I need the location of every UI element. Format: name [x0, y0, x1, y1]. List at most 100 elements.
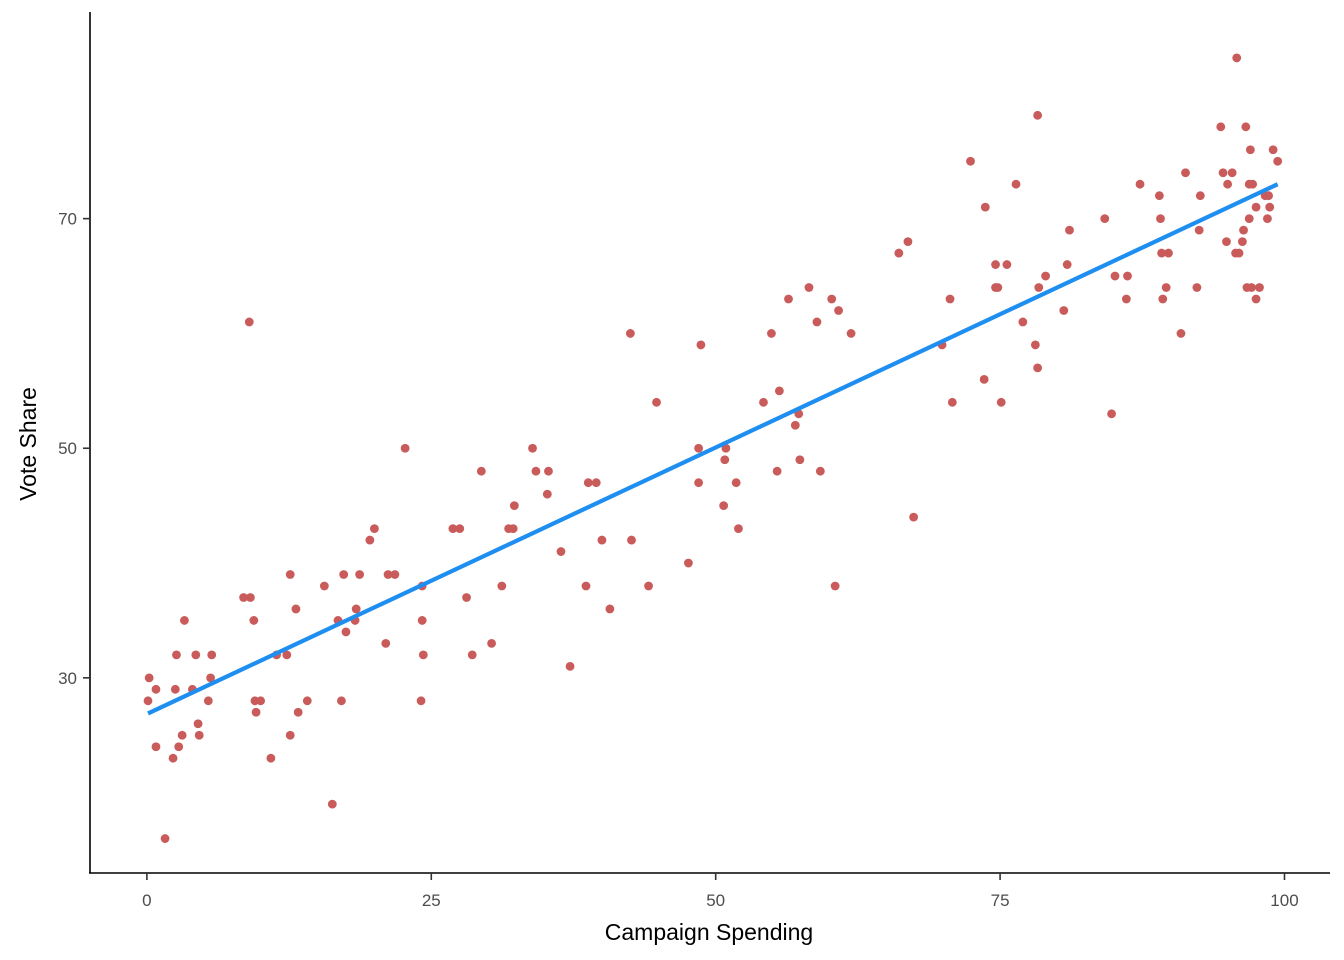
data-point	[734, 524, 743, 533]
data-point	[591, 478, 601, 488]
y-axis-ticks: 30 50 70	[58, 210, 90, 688]
data-point	[1062, 260, 1072, 269]
x-axis-title: Campaign Spending	[605, 919, 813, 945]
data-point	[834, 306, 843, 315]
data-point	[1222, 237, 1231, 247]
data-point	[282, 650, 292, 660]
data-point	[244, 317, 254, 327]
data-point	[417, 616, 427, 625]
data-point	[418, 650, 428, 660]
data-point	[1216, 122, 1226, 132]
x-axis-ticks: 0 25 50 75 100	[142, 873, 1299, 910]
data-point	[365, 535, 375, 545]
data-point	[170, 684, 180, 694]
data-point	[1263, 214, 1272, 224]
data-point	[1273, 156, 1283, 166]
y-tick-label: 50	[58, 439, 77, 458]
data-point	[455, 524, 465, 533]
data-point	[1154, 191, 1164, 201]
data-point	[784, 294, 793, 304]
data-point	[1244, 214, 1254, 224]
data-point	[302, 696, 312, 706]
data-point	[1123, 271, 1132, 281]
data-point	[174, 742, 184, 752]
data-point	[1158, 294, 1168, 304]
data-point	[151, 684, 161, 694]
data-point	[1227, 168, 1237, 178]
data-point	[1195, 191, 1205, 201]
data-point	[979, 374, 989, 384]
data-point	[846, 329, 856, 338]
data-point	[383, 570, 393, 579]
data-point	[249, 616, 259, 625]
data-point	[1033, 110, 1043, 120]
data-point	[1002, 260, 1012, 269]
data-point	[827, 294, 837, 304]
data-point	[597, 535, 607, 545]
data-point	[1192, 283, 1202, 292]
data-point	[815, 466, 825, 476]
data-point	[556, 547, 566, 556]
data-point	[341, 627, 351, 637]
data-point	[694, 478, 704, 488]
data-point	[627, 535, 636, 545]
data-point	[903, 237, 913, 247]
data-point	[1107, 409, 1116, 419]
y-tick-label: 30	[58, 669, 77, 688]
axes	[89, 12, 1330, 874]
data-point	[1164, 248, 1173, 258]
data-point	[207, 650, 217, 660]
data-point	[476, 466, 486, 476]
data-point	[1034, 283, 1044, 292]
data-point	[1110, 271, 1120, 281]
data-point	[351, 604, 361, 614]
data-point	[696, 340, 706, 350]
data-point	[966, 156, 975, 166]
data-point	[239, 593, 248, 602]
data-point	[625, 329, 635, 338]
data-point	[1218, 168, 1228, 178]
data-point	[1247, 283, 1256, 292]
data-point	[683, 558, 693, 568]
data-point	[337, 696, 346, 706]
data-point	[694, 443, 704, 453]
data-point	[1181, 168, 1190, 178]
data-point	[1100, 214, 1110, 224]
data-point	[1223, 179, 1233, 189]
data-point	[1238, 237, 1247, 247]
data-point	[293, 707, 303, 717]
data-point	[544, 466, 553, 476]
data-point	[1033, 363, 1043, 373]
data-point	[1234, 248, 1244, 258]
data-point	[143, 696, 153, 706]
data-point	[605, 604, 615, 614]
x-tick-label: 50	[706, 891, 725, 910]
data-point	[772, 466, 782, 476]
data-point	[894, 248, 904, 258]
data-point	[812, 317, 822, 327]
data-point	[193, 719, 203, 729]
data-point	[355, 570, 365, 579]
data-point	[1255, 283, 1264, 292]
data-point	[1121, 294, 1131, 304]
data-point	[1161, 283, 1171, 292]
data-point	[583, 478, 593, 488]
data-point	[285, 570, 295, 579]
data-point	[1251, 294, 1261, 304]
data-point	[804, 283, 814, 292]
data-point	[1245, 145, 1255, 155]
data-point	[462, 593, 471, 602]
data-point	[1248, 179, 1258, 189]
data-point	[795, 455, 805, 465]
data-point	[194, 730, 204, 740]
data-point	[1239, 225, 1248, 235]
data-point	[721, 443, 731, 453]
data-point	[191, 650, 201, 660]
data-point	[180, 616, 189, 625]
data-point	[528, 443, 537, 453]
data-point	[1065, 225, 1074, 235]
data-point	[390, 570, 400, 579]
data-point	[581, 581, 591, 591]
data-point	[448, 524, 458, 533]
